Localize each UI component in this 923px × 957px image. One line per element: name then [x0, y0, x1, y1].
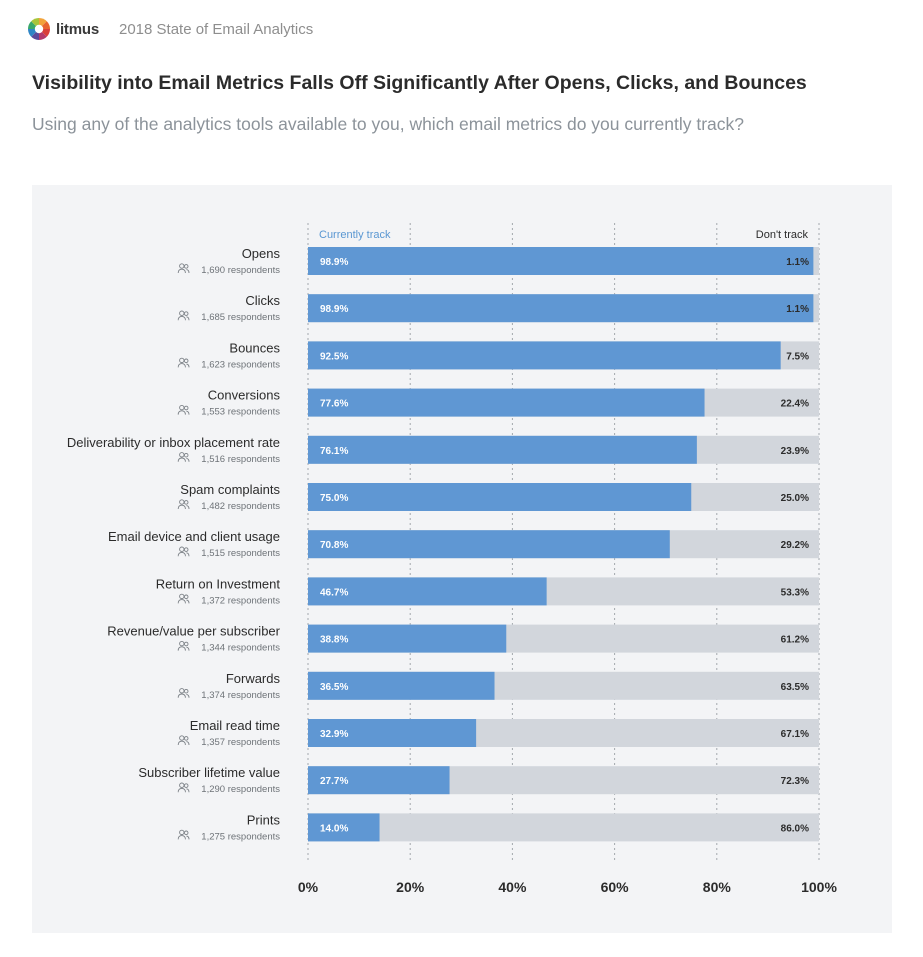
x-tick-label: 20%	[396, 879, 425, 895]
data-label-track: 98.9%	[320, 304, 348, 315]
data-label-dont-track: 23.9%	[781, 446, 809, 457]
people-icon	[177, 404, 190, 415]
page-subtitle: Using any of the analytics tools availab…	[32, 114, 744, 134]
bar-dont-track	[308, 813, 819, 842]
data-label-dont-track: 29.2%	[781, 540, 809, 551]
category-label: Email read time	[190, 718, 280, 733]
category-label: Return on Investment	[156, 576, 281, 591]
data-label-track: 75.0%	[320, 493, 348, 504]
people-icon	[177, 688, 190, 698]
data-label-track: 38.8%	[320, 635, 348, 646]
people-icon	[177, 546, 190, 557]
x-tick-label: 40%	[498, 879, 527, 895]
respondent-count: 1,374 respondents	[201, 690, 280, 701]
litmus-logo-icon	[28, 18, 50, 40]
category-label: Prints	[247, 812, 281, 827]
data-label-track: 14.0%	[320, 823, 348, 834]
bar-currently-track	[308, 577, 547, 606]
people-icon	[177, 357, 190, 368]
people-icon	[177, 640, 190, 651]
bar-currently-track	[308, 813, 380, 842]
brand-name: litmus	[56, 20, 99, 38]
data-label-dont-track: 1.1%	[786, 304, 809, 315]
category-label: Conversions	[208, 388, 281, 403]
respondent-count: 1,275 respondents	[201, 831, 280, 842]
category-label: Forwards	[226, 671, 281, 686]
report-title: 2018 State of Email Analytics	[118, 20, 314, 38]
category-label: Opens	[242, 246, 281, 261]
people-icon	[177, 829, 190, 840]
bar-currently-track	[308, 247, 814, 275]
data-label-dont-track: 25.0%	[781, 493, 809, 504]
header: litmus 2018 State of Email Analytics	[27, 15, 313, 43]
bar-currently-track	[308, 530, 670, 559]
bar-currently-track	[308, 341, 781, 370]
metrics-bar-chart: Currently track Don't track 98.9% 1.1% Opens…	[67, 223, 837, 895]
category-label: Subscriber lifetime value	[138, 765, 280, 780]
respondent-count: 1,553 respondents	[201, 407, 280, 418]
bar-currently-track	[308, 388, 705, 417]
data-label-dont-track: 86.0%	[781, 823, 809, 834]
respondent-count: 1,290 respondents	[201, 784, 280, 795]
respondent-count: 1,690 respondents	[201, 265, 280, 276]
data-label-track: 36.5%	[320, 682, 348, 693]
data-label-dont-track: 7.5%	[786, 351, 809, 362]
respondent-count: 1,515 respondents	[201, 548, 280, 559]
bar-currently-track	[308, 624, 507, 653]
data-label-dont-track: 61.2%	[781, 635, 809, 646]
respondent-count: 1,685 respondents	[201, 312, 280, 323]
data-label-track: 98.9%	[320, 257, 348, 268]
data-label-track: 76.1%	[320, 446, 348, 457]
data-label-track: 32.9%	[320, 729, 348, 740]
bar-currently-track	[308, 483, 692, 511]
data-label-dont-track: 22.4%	[781, 399, 809, 410]
bar-currently-track	[308, 294, 814, 323]
category-label: Email device and client usage	[108, 529, 280, 544]
data-label-track: 77.6%	[320, 399, 348, 410]
category-label: Spam complaints	[180, 482, 280, 497]
legend-dont-track: Don't track	[756, 229, 809, 241]
chart-panel: Currently track Don't track 98.9% 1.1% Opens…	[32, 185, 892, 933]
people-icon	[177, 452, 190, 462]
respondent-count: 1,372 respondents	[201, 595, 280, 606]
people-icon	[177, 310, 190, 321]
data-label-dont-track: 1.1%	[786, 257, 809, 268]
respondent-count: 1,344 respondents	[201, 643, 280, 654]
x-tick-label: 0%	[298, 879, 319, 895]
x-tick-label: 80%	[703, 879, 732, 895]
data-label-dont-track: 67.1%	[781, 729, 809, 740]
x-tick-label: 60%	[601, 879, 630, 895]
legend-currently-track: Currently track	[319, 229, 391, 241]
category-label: Deliverability or inbox placement rate	[67, 435, 280, 450]
bar-currently-track	[308, 671, 495, 700]
bar-currently-track	[308, 766, 450, 795]
respondent-count: 1,357 respondents	[201, 737, 280, 748]
data-label-track: 70.8%	[320, 540, 348, 551]
data-label-dont-track: 72.3%	[781, 776, 809, 787]
data-label-dont-track: 53.3%	[781, 587, 809, 598]
data-label-track: 92.5%	[320, 351, 348, 362]
category-label: Revenue/value per subscriber	[107, 624, 280, 639]
respondent-count: 1,482 respondents	[201, 501, 280, 512]
category-label: Bounces	[229, 340, 280, 355]
category-label: Clicks	[245, 293, 280, 308]
respondent-count: 1,516 respondents	[201, 454, 280, 465]
respondent-count: 1,623 respondents	[201, 359, 280, 370]
people-icon	[177, 782, 190, 793]
people-icon	[177, 499, 190, 510]
people-icon	[177, 263, 190, 274]
x-tick-label: 100%	[801, 879, 837, 895]
bar-currently-track	[308, 719, 477, 747]
page-title: Visibility into Email Metrics Falls Off …	[32, 72, 807, 94]
bar-currently-track	[308, 435, 697, 464]
data-label-track: 46.7%	[320, 587, 348, 598]
data-label-track: 27.7%	[320, 776, 348, 787]
people-icon	[177, 735, 190, 746]
data-label-dont-track: 63.5%	[781, 682, 809, 693]
people-icon	[177, 593, 190, 604]
